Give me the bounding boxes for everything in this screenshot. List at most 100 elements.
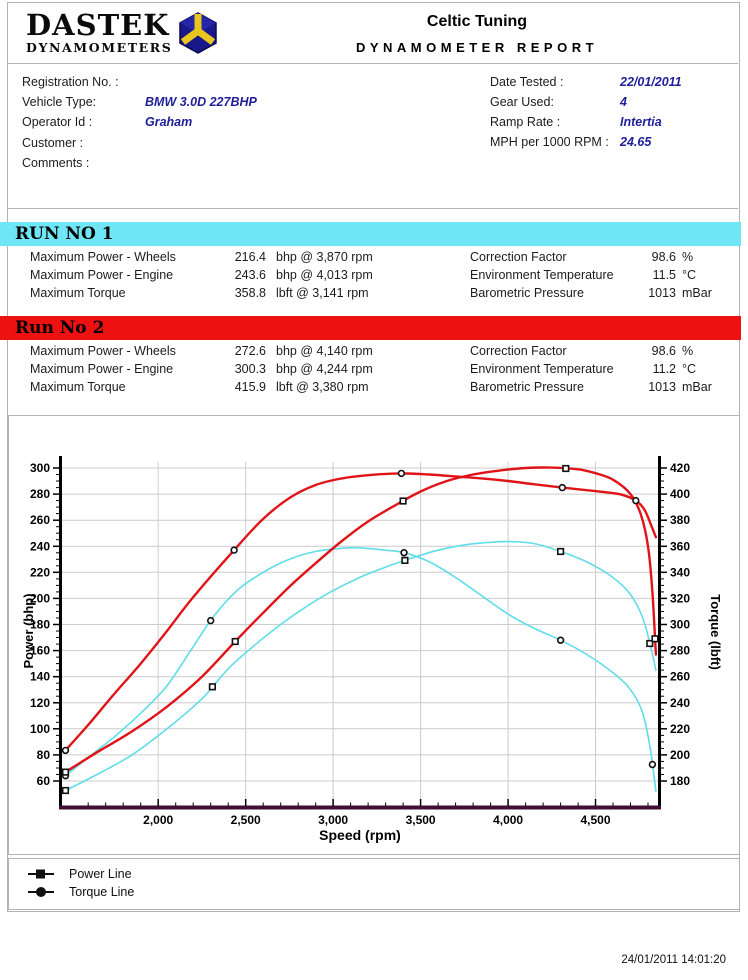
table-row: Correction Factor 98.6 % — [470, 250, 694, 264]
svg-text:300: 300 — [30, 461, 50, 475]
table-row: Maximum Power - Engine 300.3 bhp @ 4,244… — [30, 362, 373, 376]
info-mph-per-1000: MPH per 1000 RPM : — [490, 135, 609, 149]
info-vehicle-type-value: BMW 3.0D 227BHP — [145, 95, 257, 109]
tick-labels: 60 80 100 120 140 160 180 200 220 240 260 280 300 180… — [30, 461, 690, 827]
axis-ticks — [53, 467, 667, 806]
run1-torque-markers — [61, 549, 657, 780]
svg-text:220: 220 — [670, 722, 690, 736]
table-row: Environment Temperature 11.5 °C — [470, 268, 697, 282]
svg-text:320: 320 — [670, 591, 690, 605]
logo-subtext: DYNAMOMETERS — [26, 40, 173, 55]
svg-text:300: 300 — [670, 618, 690, 632]
report-subtitle: DYNAMOMETER REPORT — [355, 40, 599, 55]
info-vehicle-type: Vehicle Type: — [22, 95, 97, 109]
svg-text:380: 380 — [670, 513, 690, 527]
table-row: Maximum Torque 358.8 lbft @ 3,141 rpm — [30, 286, 369, 300]
info-operator-value: Graham — [145, 115, 193, 129]
info-gear-used: Gear Used: — [490, 95, 554, 109]
dastek-cube-icon — [176, 11, 220, 58]
svg-text:4,000: 4,000 — [493, 813, 523, 827]
table-row: Maximum Torque 415.9 lbft @ 3,380 rpm — [30, 380, 369, 394]
svg-text:180: 180 — [670, 774, 690, 788]
info-customer: Customer : — [22, 136, 84, 150]
info-ramp-rate: Ramp Rate : — [490, 115, 561, 129]
run2-torque-line — [62, 472, 658, 754]
table-row: Maximum Power - Wheels 272.6 bhp @ 4,140… — [30, 344, 373, 358]
report-header: Celtic Tuning DYNAMOMETER REPORT — [317, 13, 637, 55]
run2-power-markers — [61, 464, 659, 776]
svg-text:340: 340 — [670, 565, 690, 579]
svg-text:240: 240 — [30, 539, 50, 553]
info-date-tested-value: 22/01/2011 — [620, 75, 682, 89]
run1-header-bar: RUN NO 1 — [0, 222, 741, 246]
table-row: Environment Temperature 11.2 °C — [470, 362, 697, 376]
legend-label: Torque Line — [69, 885, 135, 899]
info-registration: Registration No. : — [22, 75, 119, 89]
svg-text:280: 280 — [670, 644, 690, 658]
svg-text:280: 280 — [30, 487, 50, 501]
table-row: Maximum Power - Wheels 216.4 bhp @ 3,870… — [30, 250, 373, 264]
run1-results: Maximum Power - Wheels 216.4 bhp @ 3,870… — [30, 248, 450, 302]
dyno-chart-panel: 60 80 100 120 140 160 180 200 220 240 260 280 300 180… — [8, 415, 740, 855]
dyno-chart: 60 80 100 120 140 160 180 200 220 240 260 280 300 180… — [21, 456, 723, 843]
svg-text:80: 80 — [37, 748, 51, 762]
svg-text:60: 60 — [37, 774, 51, 788]
table-row: Maximum Power - Engine 243.6 bhp @ 4,013… — [30, 268, 373, 282]
table-row: Barometric Pressure 1013 mBar — [470, 380, 712, 394]
svg-text:400: 400 — [670, 487, 690, 501]
svg-text:2,500: 2,500 — [231, 813, 261, 827]
run2-environment: Correction Factor 98.6 % Environment Tem… — [470, 342, 730, 396]
report-title: Celtic Tuning — [426, 13, 528, 30]
x-axis-title: Speed (rpm) — [319, 827, 401, 843]
info-divider — [7, 208, 738, 209]
svg-text:200: 200 — [30, 591, 50, 605]
svg-text:200: 200 — [670, 748, 690, 762]
legend-item-power: Power Line — [27, 865, 739, 883]
info-date-tested: Date Tested : — [490, 75, 564, 89]
info-ramp-rate-value: Intertia — [620, 115, 662, 129]
power-line-legend-icon — [28, 869, 54, 879]
right-axis-title: Torque (lbft) — [708, 594, 723, 670]
svg-text:220: 220 — [30, 565, 50, 579]
svg-text:120: 120 — [30, 696, 50, 710]
dastek-logo: DASTEK DYNAMOMETERS — [26, 10, 172, 55]
svg-text:3,000: 3,000 — [318, 813, 348, 827]
header-divider — [7, 63, 738, 64]
legend-label: Power Line — [69, 867, 132, 881]
run2-torque-markers — [61, 469, 640, 755]
svg-text:160: 160 — [30, 644, 50, 658]
legend-item-torque: Torque Line — [27, 883, 739, 901]
run1-power-line — [62, 540, 657, 793]
table-row: Barometric Pressure 1013 mBar — [470, 286, 712, 300]
svg-text:2,000: 2,000 — [143, 813, 173, 827]
info-mph-per-1000-value: 24.65 — [620, 135, 652, 149]
svg-text:180: 180 — [30, 618, 50, 632]
svg-text:260: 260 — [670, 670, 690, 684]
svg-text:260: 260 — [30, 513, 50, 527]
table-row: Correction Factor 98.6 % — [470, 344, 694, 358]
run2-power-line — [62, 466, 658, 775]
svg-text:360: 360 — [670, 539, 690, 553]
svg-text:100: 100 — [30, 722, 50, 736]
info-comments: Comments : — [22, 156, 90, 170]
chart-legend: Power Line Torque Line — [8, 858, 740, 910]
run1-environment: Correction Factor 98.6 % Environment Tem… — [470, 248, 730, 302]
run1-power-markers — [61, 547, 654, 795]
run2-results: Maximum Power - Wheels 272.6 bhp @ 4,140… — [30, 342, 450, 396]
svg-text:140: 140 — [30, 670, 50, 684]
info-gear-used-value: 4 — [620, 95, 627, 109]
run1-title: RUN NO 1 — [15, 224, 114, 244]
print-timestamp: 24/01/2011 14:01:20 — [621, 954, 726, 966]
info-operator: Operator Id : — [22, 115, 93, 129]
gridlines — [62, 462, 658, 806]
run1-torque-line — [62, 546, 657, 793]
svg-text:3,500: 3,500 — [406, 813, 436, 827]
svg-text:240: 240 — [670, 696, 690, 710]
run2-title: Run No 2 — [15, 318, 105, 338]
torque-line-legend-icon — [28, 887, 54, 897]
run2-header-bar: Run No 2 — [0, 316, 741, 340]
logo-wordmark: DASTEK — [26, 8, 170, 42]
svg-text:4,500: 4,500 — [580, 813, 610, 827]
svg-text:420: 420 — [670, 461, 690, 475]
left-axis-title: Power (bhp) — [21, 593, 36, 668]
